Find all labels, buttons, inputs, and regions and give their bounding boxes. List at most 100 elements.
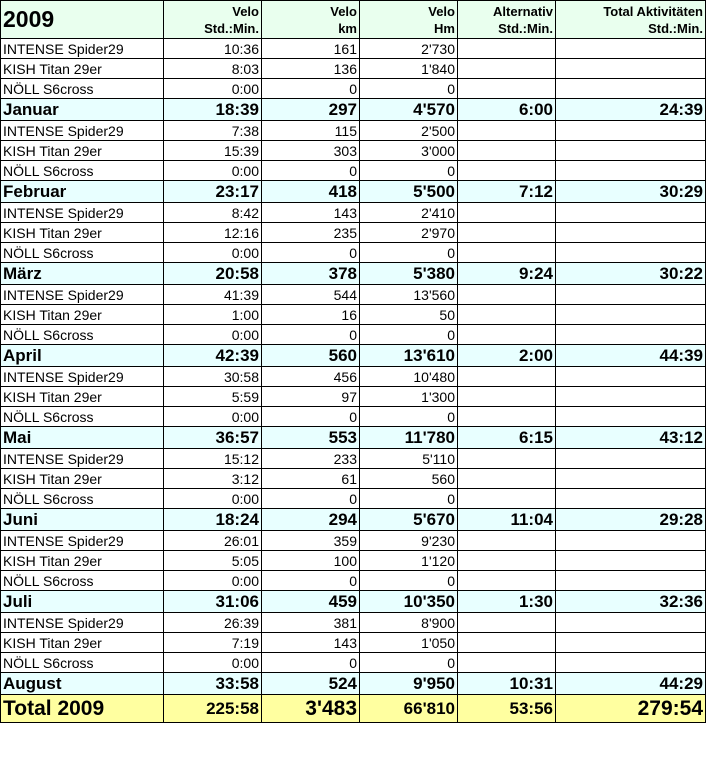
velo-time-cell[interactable]: 7:38: [163, 120, 262, 141]
alternativ-time-cell[interactable]: [457, 468, 556, 489]
total-time-cell[interactable]: [555, 550, 706, 571]
name-cell[interactable]: Mai: [0, 426, 164, 449]
alternativ-time-cell[interactable]: 1:30: [457, 590, 556, 613]
alternativ-time-cell[interactable]: [457, 570, 556, 591]
velo-time-cell[interactable]: 8:03: [163, 58, 262, 79]
velo-km-cell[interactable]: 544: [261, 284, 360, 305]
velo-hm-cell[interactable]: 9'950: [359, 672, 458, 695]
alternativ-time-cell[interactable]: [457, 202, 556, 223]
alternativ-time-cell[interactable]: 9:24: [457, 262, 556, 285]
velo-km-cell[interactable]: 0: [261, 242, 360, 263]
velo-hm-cell[interactable]: 10'480: [359, 366, 458, 387]
velo-hm-cell[interactable]: 2'730: [359, 38, 458, 59]
velo-km-cell[interactable]: 0: [261, 406, 360, 427]
velo-km-cell[interactable]: 0: [261, 488, 360, 509]
name-cell[interactable]: KISH Titan 29er: [0, 304, 164, 325]
velo-hm-cell[interactable]: 1'120: [359, 550, 458, 571]
alternativ-time-cell[interactable]: 6:15: [457, 426, 556, 449]
name-cell[interactable]: NÖLL S6cross: [0, 488, 164, 509]
total-time-cell[interactable]: [555, 366, 706, 387]
velo-time-cell[interactable]: 23:17: [163, 180, 262, 203]
alternativ-time-cell[interactable]: [457, 78, 556, 99]
total-time-cell[interactable]: [555, 284, 706, 305]
name-cell[interactable]: Juli: [0, 590, 164, 613]
alternativ-time-cell[interactable]: [457, 160, 556, 181]
name-cell[interactable]: INTENSE Spider29: [0, 530, 164, 551]
velo-hm-cell[interactable]: 5'500: [359, 180, 458, 203]
velo-hm-cell[interactable]: 0: [359, 406, 458, 427]
header-total-aktivitaeten[interactable]: Total Aktivitäten Std.:Min.: [555, 0, 706, 39]
total-time-cell[interactable]: [555, 406, 706, 427]
total-time-cell[interactable]: 43:12: [555, 426, 706, 449]
name-cell[interactable]: NÖLL S6cross: [0, 242, 164, 263]
velo-km-cell[interactable]: 161: [261, 38, 360, 59]
velo-hm-cell[interactable]: 0: [359, 570, 458, 591]
velo-time-cell[interactable]: 31:06: [163, 590, 262, 613]
header-alternativ-time[interactable]: Alternativ Std.:Min.: [457, 0, 556, 39]
alternativ-time-cell[interactable]: [457, 386, 556, 407]
velo-time-cell[interactable]: 7:19: [163, 632, 262, 653]
name-cell[interactable]: Februar: [0, 180, 164, 203]
velo-hm-cell[interactable]: 13'560: [359, 284, 458, 305]
name-cell[interactable]: KISH Titan 29er: [0, 632, 164, 653]
velo-hm-cell[interactable]: 2'970: [359, 222, 458, 243]
alternativ-time-cell[interactable]: [457, 612, 556, 633]
velo-time-cell[interactable]: 3:12: [163, 468, 262, 489]
alternativ-time-cell[interactable]: 53:56: [457, 694, 556, 723]
velo-hm-cell[interactable]: 5'670: [359, 508, 458, 531]
velo-hm-cell[interactable]: 8'900: [359, 612, 458, 633]
velo-km-cell[interactable]: 0: [261, 324, 360, 345]
name-cell[interactable]: KISH Titan 29er: [0, 140, 164, 161]
velo-km-cell[interactable]: 359: [261, 530, 360, 551]
velo-km-cell[interactable]: 456: [261, 366, 360, 387]
velo-hm-cell[interactable]: 9'230: [359, 530, 458, 551]
total-time-cell[interactable]: 29:28: [555, 508, 706, 531]
alternativ-time-cell[interactable]: [457, 304, 556, 325]
name-cell[interactable]: INTENSE Spider29: [0, 120, 164, 141]
name-cell[interactable]: KISH Titan 29er: [0, 468, 164, 489]
name-cell[interactable]: Total 2009: [0, 694, 164, 723]
velo-time-cell[interactable]: 18:39: [163, 98, 262, 121]
velo-hm-cell[interactable]: 1'300: [359, 386, 458, 407]
velo-hm-cell[interactable]: 2'500: [359, 120, 458, 141]
name-cell[interactable]: NÖLL S6cross: [0, 78, 164, 99]
alternativ-time-cell[interactable]: [457, 652, 556, 673]
name-cell[interactable]: Juni: [0, 508, 164, 531]
alternativ-time-cell[interactable]: [457, 488, 556, 509]
velo-hm-cell[interactable]: 1'050: [359, 632, 458, 653]
velo-time-cell[interactable]: 26:01: [163, 530, 262, 551]
name-cell[interactable]: INTENSE Spider29: [0, 284, 164, 305]
velo-time-cell[interactable]: 26:39: [163, 612, 262, 633]
name-cell[interactable]: NÖLL S6cross: [0, 160, 164, 181]
header-velo-km[interactable]: Velo km: [261, 0, 360, 39]
alternativ-time-cell[interactable]: 7:12: [457, 180, 556, 203]
velo-time-cell[interactable]: 225:58: [163, 694, 262, 723]
alternativ-time-cell[interactable]: [457, 58, 556, 79]
name-cell[interactable]: KISH Titan 29er: [0, 58, 164, 79]
velo-time-cell[interactable]: 0:00: [163, 488, 262, 509]
velo-km-cell[interactable]: 0: [261, 570, 360, 591]
total-time-cell[interactable]: [555, 140, 706, 161]
velo-km-cell[interactable]: 0: [261, 160, 360, 181]
name-cell[interactable]: KISH Titan 29er: [0, 386, 164, 407]
total-time-cell[interactable]: [555, 488, 706, 509]
total-time-cell[interactable]: 44:39: [555, 344, 706, 367]
year-title[interactable]: 2009: [0, 0, 164, 39]
velo-km-cell[interactable]: 560: [261, 344, 360, 367]
header-velo-time[interactable]: Velo Std.:Min.: [163, 0, 262, 39]
total-time-cell[interactable]: [555, 570, 706, 591]
total-time-cell[interactable]: [555, 78, 706, 99]
velo-hm-cell[interactable]: 0: [359, 488, 458, 509]
velo-hm-cell[interactable]: 5'110: [359, 448, 458, 469]
velo-km-cell[interactable]: 378: [261, 262, 360, 285]
velo-km-cell[interactable]: 297: [261, 98, 360, 121]
alternativ-time-cell[interactable]: 11:04: [457, 508, 556, 531]
velo-time-cell[interactable]: 41:39: [163, 284, 262, 305]
total-time-cell[interactable]: [555, 632, 706, 653]
alternativ-time-cell[interactable]: [457, 530, 556, 551]
name-cell[interactable]: NÖLL S6cross: [0, 570, 164, 591]
velo-time-cell[interactable]: 0:00: [163, 570, 262, 591]
velo-hm-cell[interactable]: 0: [359, 652, 458, 673]
velo-time-cell[interactable]: 0:00: [163, 78, 262, 99]
alternativ-time-cell[interactable]: [457, 242, 556, 263]
